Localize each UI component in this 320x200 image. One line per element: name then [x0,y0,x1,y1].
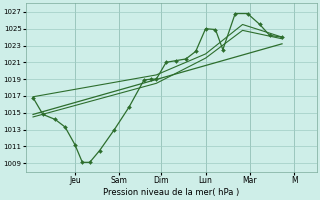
X-axis label: Pression niveau de la mer( hPa ): Pression niveau de la mer( hPa ) [103,188,239,197]
